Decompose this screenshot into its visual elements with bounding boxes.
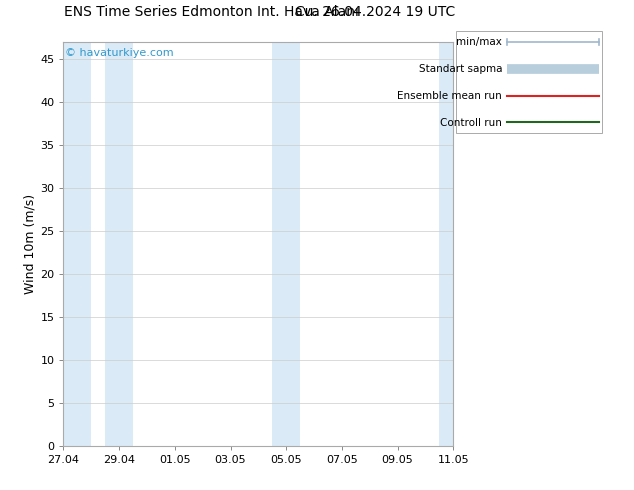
Text: min/max: min/max xyxy=(456,37,502,47)
Text: Cu. 26.04.2024 19 UTC: Cu. 26.04.2024 19 UTC xyxy=(295,5,455,19)
Text: Ensemble mean run: Ensemble mean run xyxy=(398,91,502,100)
Bar xyxy=(272,42,300,446)
Y-axis label: Wind 10m (m/s): Wind 10m (m/s) xyxy=(23,194,36,294)
Bar xyxy=(63,42,91,446)
Text: © havaturkiye.com: © havaturkiye.com xyxy=(65,48,174,58)
Bar xyxy=(439,42,453,446)
Text: ENS Time Series Edmonton Int. Hava Alanı: ENS Time Series Edmonton Int. Hava Alanı xyxy=(64,5,359,19)
Text: Standart sapma: Standart sapma xyxy=(418,64,502,74)
Text: Controll run: Controll run xyxy=(440,118,502,127)
Bar xyxy=(105,42,133,446)
